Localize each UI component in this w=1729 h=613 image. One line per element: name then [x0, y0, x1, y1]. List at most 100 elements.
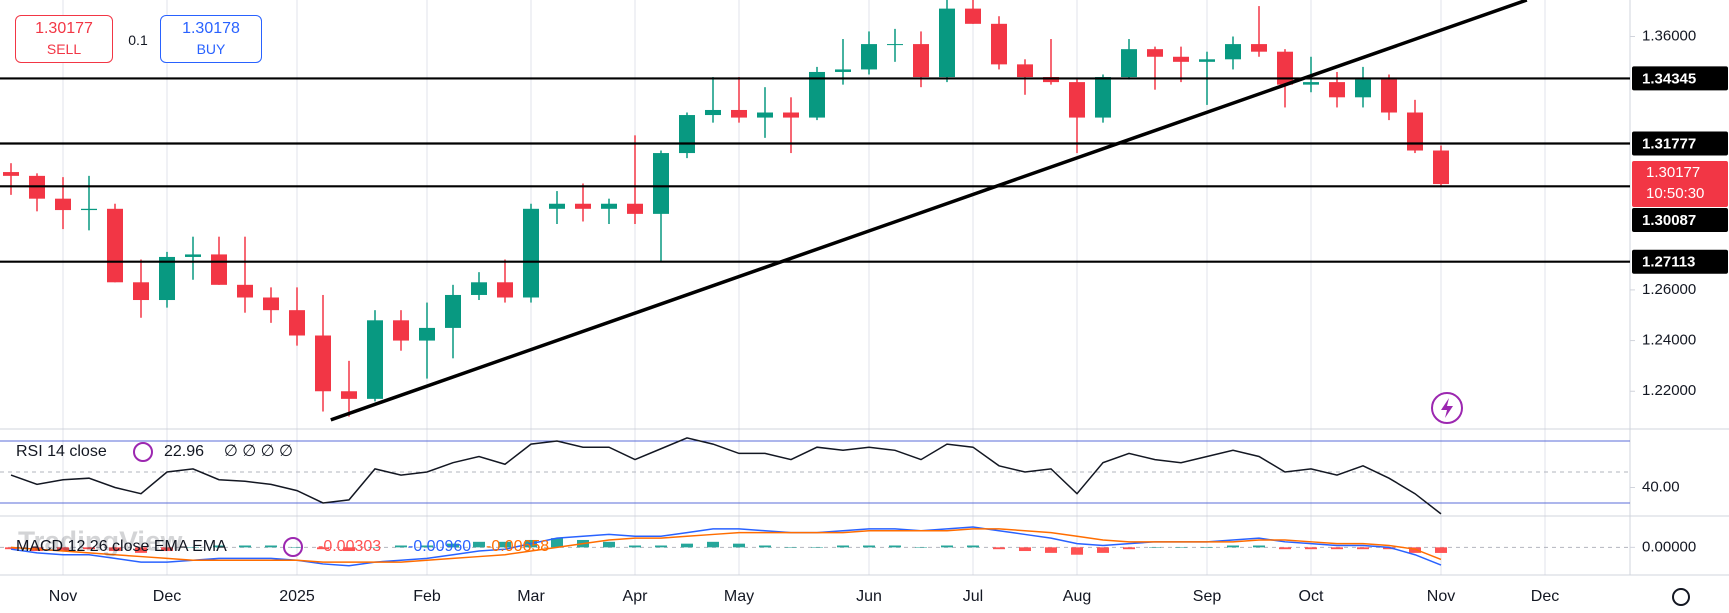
candle-body: [679, 115, 695, 154]
candle-body: [3, 172, 19, 176]
macd-histogram-bar: [1175, 547, 1187, 548]
macd-histogram-bar: [707, 541, 719, 548]
x-tick-label: Dec: [153, 588, 181, 605]
y-tick-label: 1.26000: [1642, 281, 1696, 298]
rsi-line: [10, 437, 1442, 515]
quantity[interactable]: 0.1: [128, 32, 148, 48]
y-tick-label: 1.22000: [1642, 382, 1696, 399]
candle-body: [1121, 49, 1137, 78]
trend-line: [330, 0, 1528, 422]
macd-histogram-bar: [759, 545, 771, 548]
candle-body: [107, 208, 123, 283]
sell-button[interactable]: 1.30177 SELL: [15, 15, 113, 63]
candle-body: [289, 310, 305, 336]
macd-hist-value: -0.00303: [318, 538, 381, 555]
candle-body: [497, 282, 513, 298]
macd-histogram-bar: [1331, 547, 1343, 550]
price-label: 1.30177: [1646, 164, 1700, 181]
candle-body: [1433, 150, 1449, 185]
macd-histogram-bar: [239, 545, 251, 548]
axes: Nov Dec 2025 Feb Mar Apr May Jun Jul Aug Sep Oct Nov…: [49, 27, 1728, 605]
macd-histogram-bar: [1201, 547, 1213, 548]
macd-histogram-bar: [551, 538, 563, 548]
level-label-box: [1632, 208, 1728, 233]
macd-histogram-bar: [291, 547, 303, 548]
macd-histogram-bar: [1045, 547, 1057, 553]
macd-histogram-bar: [1019, 547, 1031, 552]
candle-body: [159, 256, 175, 301]
candle-body: [783, 112, 799, 118]
candle-body: [471, 282, 487, 295]
candle-body: [419, 327, 435, 341]
candle-body: [1225, 44, 1241, 60]
candle-body: [185, 254, 201, 257]
candle-body: [1043, 77, 1059, 83]
price-pane: [0, 0, 1630, 422]
macd-histogram-bar: [1409, 547, 1421, 553]
candle-body: [549, 203, 565, 209]
macd-histogram-bar: [5, 547, 17, 550]
candle-body: [731, 109, 747, 118]
macd-histogram-bar: [135, 547, 147, 553]
candle-body: [1277, 51, 1293, 85]
macd-title: MACD 12 26 close EMA EMA: [16, 538, 227, 555]
macd-histogram-bar: [343, 547, 355, 552]
level-label: 1.31777: [1642, 135, 1696, 152]
candle-body: [887, 44, 903, 46]
watermark: TradingView: [18, 525, 183, 556]
candle-body: [809, 71, 825, 118]
y-tick-label: 1.24000: [1642, 332, 1696, 349]
signal-value: -0.00658: [486, 538, 549, 555]
candle-body: [1407, 112, 1423, 151]
x-tick-label: Dec: [1531, 588, 1559, 605]
x-tick-label: Jun: [856, 588, 882, 605]
candle-body: [1069, 82, 1085, 118]
rsi-legend: RSI 14 close 22.96 ∅ ∅ ∅ ∅: [16, 442, 293, 462]
level-label-box: [1632, 131, 1728, 156]
candle-body: [705, 109, 721, 116]
macd-value: -0.00960: [408, 538, 471, 555]
macd-histogram-bar: [1357, 547, 1369, 550]
level-label: 1.27113: [1642, 254, 1695, 271]
macd-histogram-bar: [1383, 547, 1395, 550]
macd-histogram-bar: [967, 545, 979, 548]
candle-body: [1329, 82, 1345, 98]
macd-histogram-bar: [109, 547, 121, 552]
x-tick-label: Apr: [623, 588, 649, 605]
macd-histogram-bar: [1149, 547, 1161, 548]
x-tick-label: May: [724, 588, 754, 605]
alert-bolt: [1441, 398, 1453, 418]
macd-histogram-bar: [1435, 547, 1447, 553]
macd-histogram-bar: [889, 545, 901, 548]
candle-body: [757, 112, 773, 118]
candle-body: [1355, 79, 1371, 98]
candle-body: [55, 198, 71, 211]
candle-body: [445, 294, 461, 328]
x-tick-label: Aug: [1063, 588, 1091, 605]
macd-histogram-bar: [681, 543, 693, 548]
macd-histogram-bar: [161, 547, 173, 552]
macd-line: [10, 528, 1442, 563]
macd-histogram-bar: [993, 547, 1005, 550]
countdown: 10:50:30: [1646, 185, 1704, 202]
x-tick-label: Jul: [963, 588, 983, 605]
level-label: 1.30087: [1642, 212, 1696, 229]
macd-histogram-bar: [83, 547, 95, 550]
settings-icon[interactable]: [283, 537, 303, 557]
buy-button[interactable]: 1.30178 BUY: [160, 15, 262, 63]
macd-histogram-bar: [1123, 547, 1135, 550]
y-tick-label: 1.36000: [1642, 27, 1696, 44]
grid-layer: [62, 0, 1546, 575]
candle-body: [1251, 44, 1267, 52]
candle-body: [1095, 77, 1111, 118]
settings-icon[interactable]: [133, 442, 153, 462]
candle-body: [367, 320, 383, 399]
settings-gear[interactable]: [1672, 588, 1690, 606]
x-tick-label: 2025: [279, 588, 315, 605]
macd-histogram-bar: [1305, 547, 1317, 550]
buy-label: BUY: [196, 41, 226, 57]
macd-histogram-bar: [317, 547, 329, 550]
candle-body: [913, 44, 929, 78]
